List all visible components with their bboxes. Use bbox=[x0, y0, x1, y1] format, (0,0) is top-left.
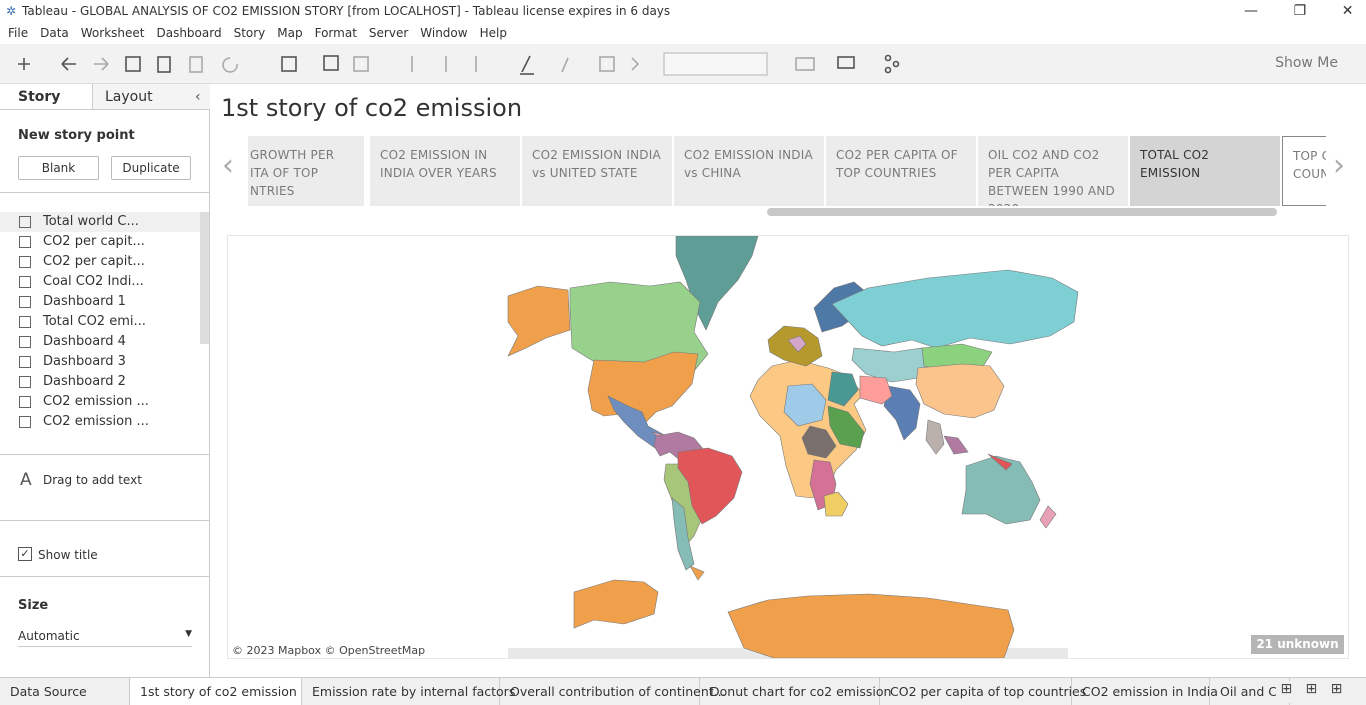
menu-item[interactable]: Format bbox=[314, 26, 357, 40]
sheet-tab[interactable]: Data Source bbox=[0, 678, 130, 705]
sheet-tab[interactable]: Emission rate by internal factors bbox=[302, 678, 515, 705]
sheet-item[interactable]: Total CO2 emi... bbox=[0, 312, 200, 332]
menu-item[interactable]: Story bbox=[233, 26, 266, 40]
size-dropdown[interactable]: Automatic ▼ bbox=[18, 629, 192, 647]
menu-item[interactable]: Help bbox=[479, 26, 507, 40]
sheet-tab[interactable]: CO2 emission in India bbox=[1072, 678, 1218, 705]
sheet-item[interactable]: Coal CO2 Indi... bbox=[0, 272, 200, 292]
toolbar: Show Me bbox=[0, 44, 1366, 84]
size-value: Automatic bbox=[18, 629, 80, 643]
sheet-icon bbox=[19, 396, 31, 408]
sheet-icon bbox=[19, 216, 31, 228]
map-attribution: © 2023 Mapbox © OpenStreetMap bbox=[232, 644, 426, 657]
story-point[interactable]: CO2 PER CAPITA OF TOP COUNTRIES bbox=[826, 136, 976, 206]
layout-tab[interactable]: Layout bbox=[92, 84, 210, 110]
toolbar-icons[interactable] bbox=[0, 44, 900, 84]
new-story-point: New story point bbox=[18, 128, 135, 143]
sheet-icon bbox=[19, 296, 31, 308]
story-point[interactable]: TOTAL CO2 EMISSION bbox=[1130, 136, 1280, 206]
sheet-tab[interactable]: Donut chart for co2 emission bbox=[700, 678, 891, 705]
sheet-icon bbox=[19, 316, 31, 328]
show-title-checkbox[interactable]: ✓ bbox=[18, 547, 32, 561]
tab-actions[interactable]: ⊞ ⊞ ⊞ bbox=[1276, 681, 1366, 703]
window-controls[interactable]: — ❐ ✕ bbox=[1244, 3, 1354, 19]
sheet-tabs: Data Source 1st story of co2 emission Emis… bbox=[0, 677, 1366, 705]
story-points: GROWTH PER ITA OF TOP NTRIES CO2 EMISSION… bbox=[248, 136, 1326, 206]
menu-item[interactable]: Window bbox=[420, 26, 468, 40]
prev-point[interactable]: ‹ bbox=[222, 148, 234, 183]
sheet-tab[interactable]: CO2 per capita of top countries bbox=[880, 678, 1086, 705]
menu-item[interactable]: Data bbox=[40, 26, 69, 40]
next-point[interactable]: › bbox=[1333, 148, 1345, 183]
story-point[interactable]: GROWTH PER ITA OF TOP NTRIES bbox=[248, 136, 364, 206]
story-point[interactable]: CO2 EMISSION INDIA vs CHINA bbox=[674, 136, 824, 206]
sheet-icon bbox=[19, 376, 31, 388]
sheet-item[interactable]: CO2 per capit... bbox=[0, 232, 200, 252]
sheet-item[interactable]: CO2 emission ... bbox=[0, 392, 200, 412]
menu-item[interactable]: File bbox=[8, 26, 29, 40]
sheet-icon bbox=[19, 236, 31, 248]
menu-item[interactable]: Server bbox=[368, 26, 409, 40]
world-map bbox=[507, 235, 1079, 659]
collapse-sidebar[interactable]: ‹ bbox=[195, 89, 201, 105]
sheet-item[interactable]: Dashboard 2 bbox=[0, 372, 200, 392]
story-point[interactable]: CO2 EMISSION INDIA vs UNITED STATE bbox=[522, 136, 672, 206]
sheet-icon bbox=[19, 336, 31, 348]
unknown-indicator[interactable]: 21 unknown bbox=[1251, 635, 1344, 654]
sheet-item[interactable]: CO2 per capit... bbox=[0, 252, 200, 272]
sheet-item[interactable]: Dashboard 3 bbox=[0, 352, 200, 372]
sheet-item[interactable]: Total world C... bbox=[0, 212, 200, 232]
sheet-list: Total world C... CO2 per capit... CO2 per … bbox=[0, 212, 209, 440]
sidebar: Story Layout New story point Blank Dupli… bbox=[0, 84, 210, 677]
title-bar: Tableau - GLOBAL ANALYSIS OF CO2 EMISSIO… bbox=[0, 0, 1366, 22]
story-point[interactable]: TOP C COUNT bbox=[1282, 136, 1326, 206]
sheet-icon bbox=[19, 416, 31, 428]
window-title: Tableau - GLOBAL ANALYSIS OF CO2 EMISSIO… bbox=[22, 4, 671, 18]
menu-bar: File Data Worksheet Dashboard Story Map Format… bbox=[0, 22, 1366, 44]
menu-item[interactable]: Map bbox=[277, 26, 303, 40]
story-title: 1st story of co2 emission bbox=[221, 94, 523, 122]
menu-item[interactable]: Dashboard bbox=[156, 26, 222, 40]
app-icon: ✲ bbox=[6, 4, 17, 18]
scrollbar[interactable] bbox=[767, 208, 1277, 216]
map-view: © 2023 Mapbox © OpenStreetMap 21 unknown bbox=[227, 235, 1349, 659]
duplicate-button[interactable]: Duplicate bbox=[111, 156, 191, 180]
menu-item[interactable]: Worksheet bbox=[80, 26, 145, 40]
size-label: Size bbox=[18, 598, 49, 613]
blank-button[interactable]: Blank bbox=[18, 156, 99, 180]
show-title-label: Show title bbox=[38, 548, 98, 562]
story-point[interactable]: OIL CO2 AND CO2 PER CAPITA BETWEEN 1990 … bbox=[978, 136, 1128, 206]
story-point[interactable]: CO2 EMISSION IN INDIA OVER YEARS bbox=[370, 136, 520, 206]
story-tab[interactable]: Story bbox=[0, 84, 92, 110]
drag-text[interactable]: Drag to add text bbox=[43, 473, 142, 487]
sheet-icon bbox=[19, 276, 31, 288]
sheet-tab[interactable]: 1st story of co2 emission bbox=[130, 678, 302, 705]
sheet-item[interactable]: Dashboard 4 bbox=[0, 332, 200, 352]
sheet-icon bbox=[19, 356, 31, 368]
sheet-item[interactable]: Dashboard 1 bbox=[0, 292, 200, 312]
sheet-tab[interactable]: Overall contribution of continent... bbox=[500, 678, 726, 705]
sheet-item[interactable]: CO2 emission ... bbox=[0, 412, 200, 432]
sheet-icon bbox=[19, 256, 31, 268]
show-me-button[interactable]: Show Me bbox=[1275, 55, 1338, 71]
show-me-label: Show Me bbox=[1275, 55, 1338, 71]
